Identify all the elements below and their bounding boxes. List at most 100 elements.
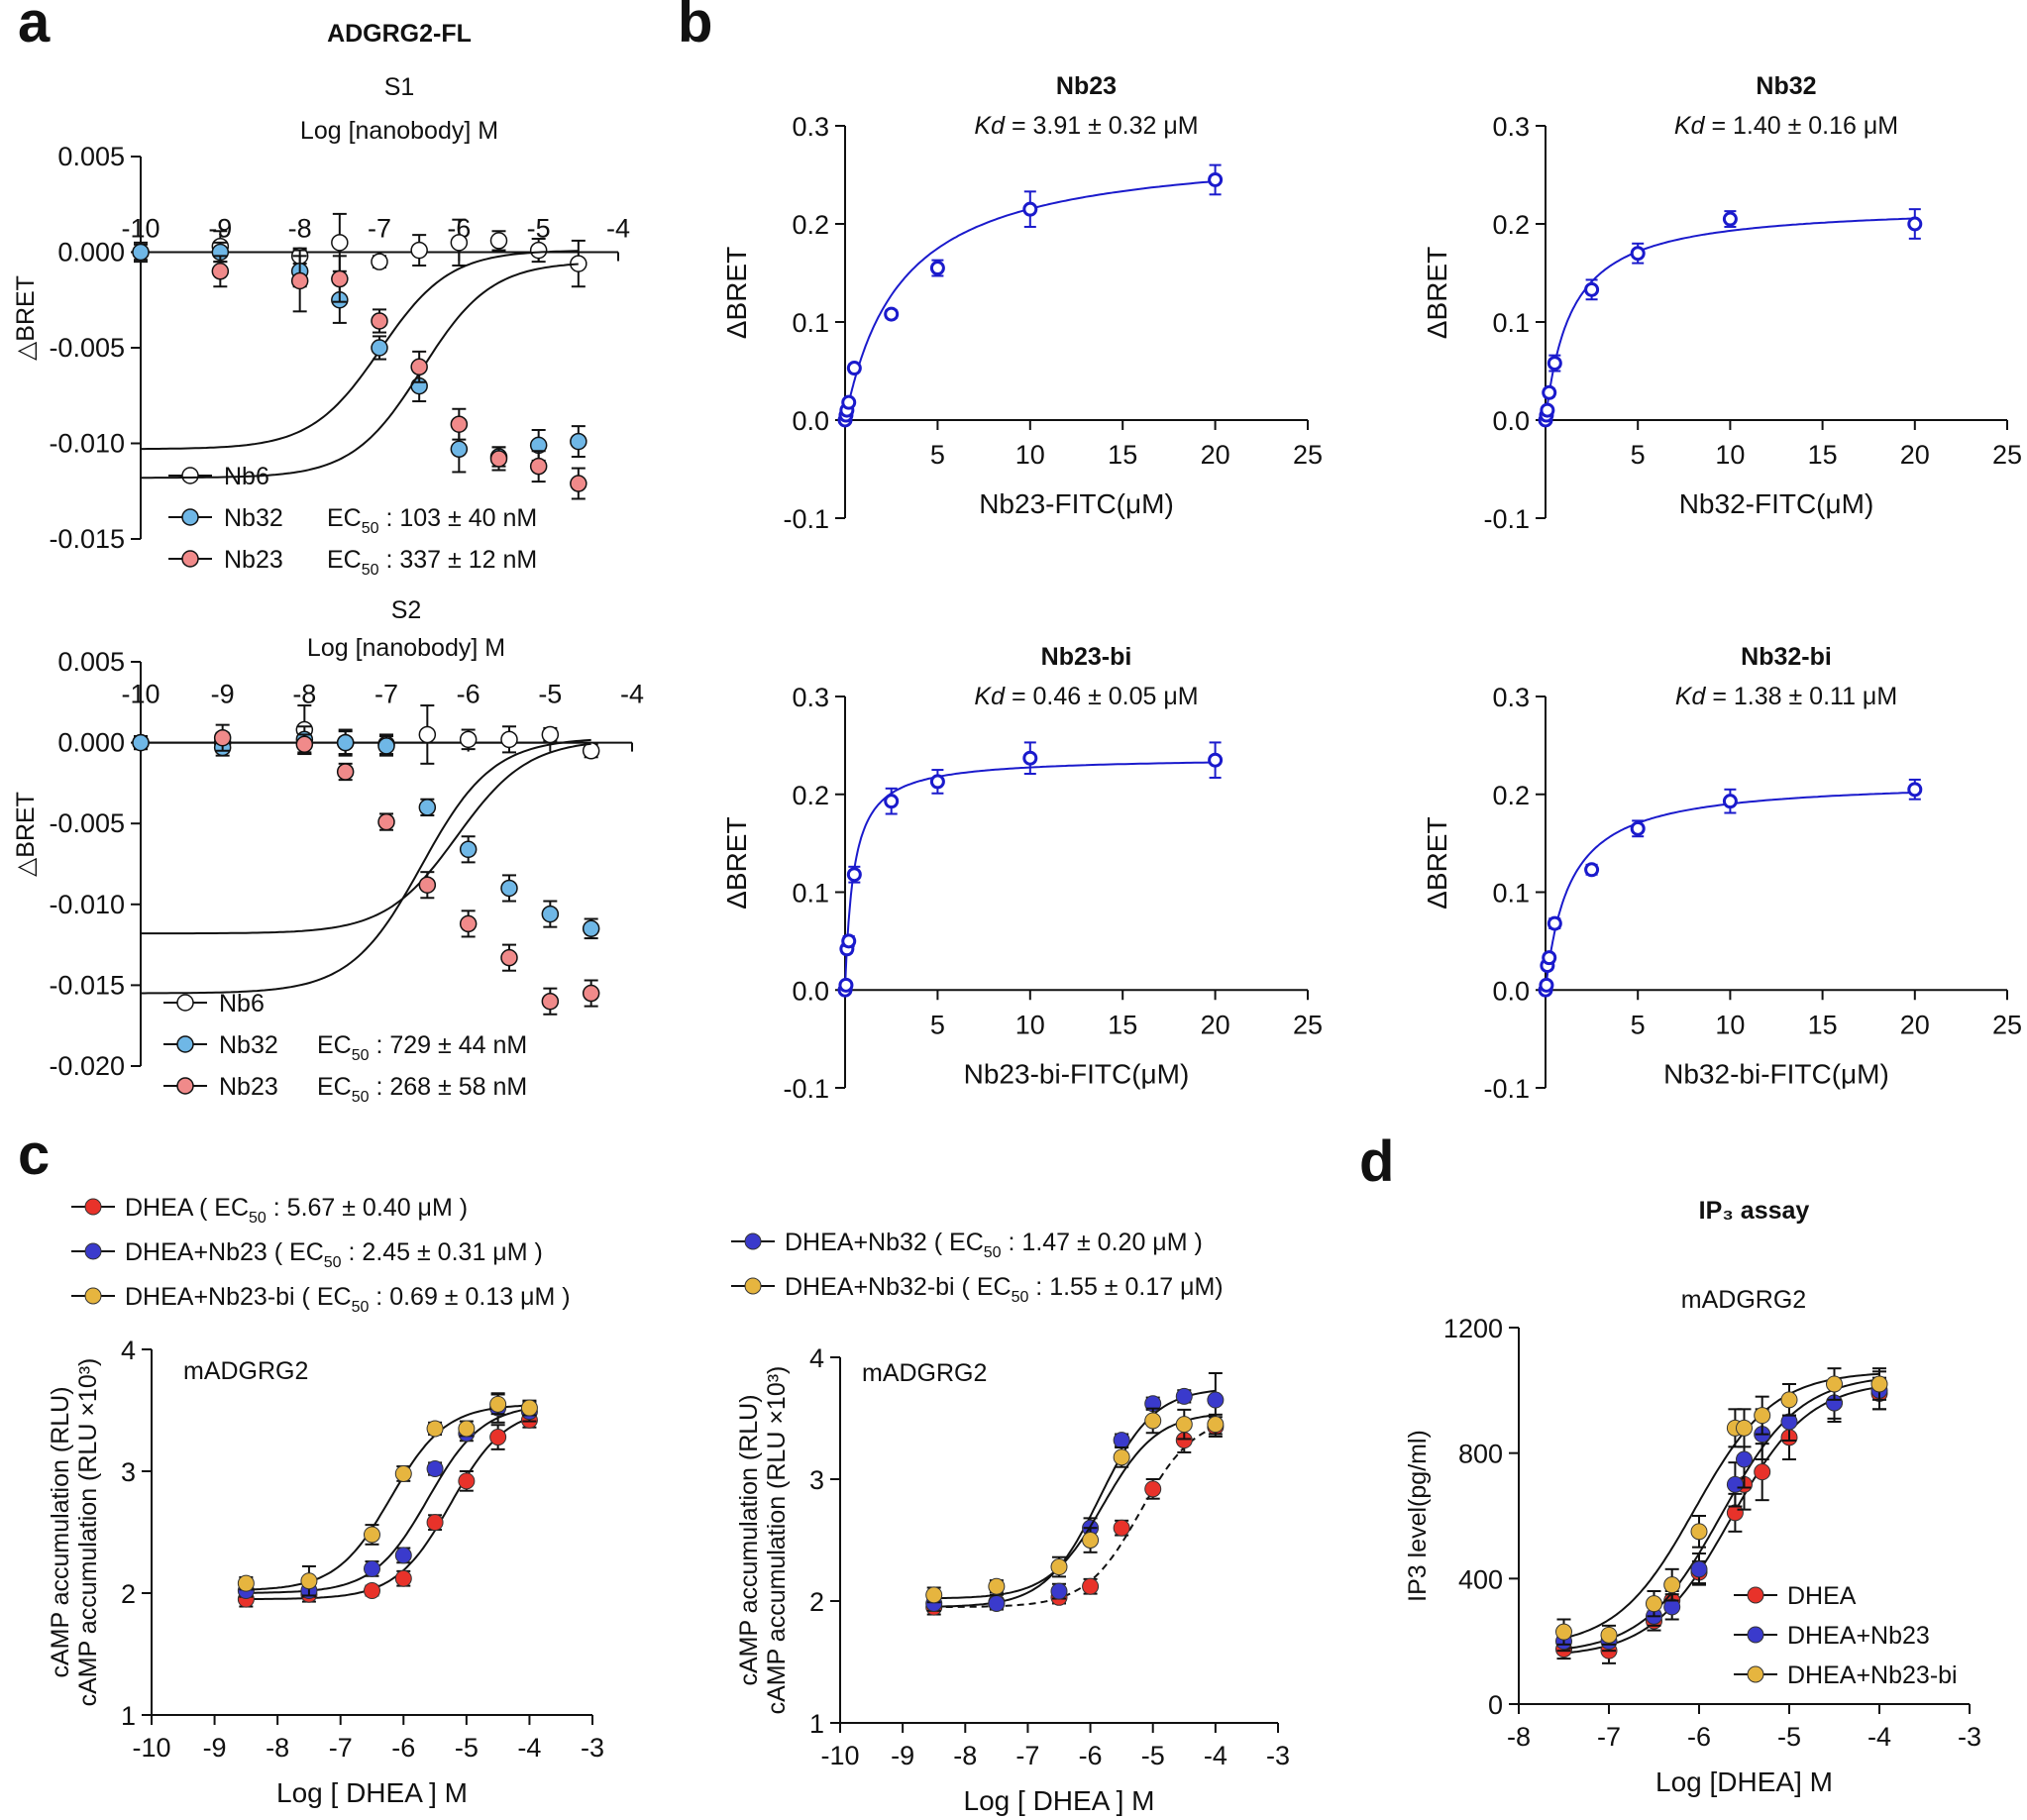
y-tick-label: 0.1 (1492, 308, 1530, 338)
data-point-dhea-nb23-bi (1870, 1375, 1888, 1393)
x-tick-label: -4 (620, 680, 644, 709)
x-tick-label: -4 (1204, 1741, 1227, 1770)
legend-marker-dhea (84, 1198, 102, 1216)
x-tick-label: -8 (953, 1741, 977, 1770)
data-point (1584, 862, 1600, 878)
data-point-dhea-nb32-bi (1050, 1558, 1068, 1576)
data-point-dhea-nb32-bi (1113, 1448, 1130, 1466)
x-tick-label: 25 (1293, 1010, 1323, 1039)
panel-a-label: a (18, 0, 51, 54)
data-point (841, 394, 857, 410)
data-point (884, 794, 900, 809)
x-tick-label: 15 (1108, 440, 1137, 470)
y-tick-label: 0.1 (792, 308, 829, 338)
kd-symbol: Kd (974, 683, 1012, 710)
data-point-dhea-nb23-bi (520, 1399, 538, 1417)
x-axis-label: Nb32-FITC(μM) (1679, 488, 1874, 519)
y-tick-label: 0.1 (792, 879, 829, 909)
legend-label: DHEA+Nb23-bi (1787, 1661, 1958, 1689)
data-point-dhea-nb23-bi (1555, 1623, 1572, 1641)
data-point-dhea-nb23-bi (1826, 1375, 1843, 1393)
data-point-nb23 (377, 812, 395, 831)
data-point-dhea-nb32 (988, 1594, 1006, 1612)
legend-label: Nb23 (224, 546, 283, 574)
y-tick-label: 3 (809, 1465, 824, 1495)
x-tick-label: -7 (329, 1733, 353, 1763)
kd-value: = 0.46 ± 0.05 μM (1012, 683, 1199, 710)
fit-curve-dhea (246, 1417, 530, 1600)
data-point-nb23 (459, 914, 478, 933)
inset-label: mADGRG2 (183, 1357, 308, 1385)
y-tick-label: -0.1 (1483, 1074, 1530, 1104)
legend-label: Nb23 (219, 1073, 278, 1101)
chart-b4: Nb32-bi Kd = 1.38 ± 0.11 μM 0.3 0.2 0.1 0.0 -0… (1422, 643, 2022, 1104)
data-point (1630, 820, 1646, 836)
data-point-nb23 (418, 876, 437, 894)
data-point (846, 361, 862, 376)
kd-value: = 3.91 ± 0.32 μM (1012, 112, 1199, 140)
y-tick-label: 0.3 (1492, 683, 1530, 712)
kd-label: Kd = 0.46 ± 0.05 μM (974, 683, 1198, 710)
ec50-label-nb23: EC50 : 337 ± 12 nM (327, 546, 537, 579)
x-tick-label: -6 (457, 680, 480, 709)
data-point (1022, 201, 1038, 217)
data-point-dhea-nb32 (1050, 1582, 1068, 1600)
kd-label: Kd = 3.91 ± 0.32 μM (974, 112, 1198, 140)
legend-marker-dhea-nb32-bi (744, 1277, 762, 1295)
fit-curve-dhea-nb23-bi (246, 1404, 530, 1591)
x-tick-label: -4 (1867, 1722, 1891, 1752)
x-tick-label: 15 (1808, 1010, 1838, 1039)
y-axis-label: ΔBRET (1422, 816, 1452, 909)
data-point-nb23 (541, 992, 560, 1011)
x-axis-label: Log [nanobody] M (307, 634, 505, 662)
legend-marker-nb6 (176, 994, 194, 1012)
legend-label: Nb6 (219, 990, 265, 1017)
chart-b1: Nb23 Kd = 3.91 ± 0.32 μM 0.3 0.2 0.1 0.0 -0.1 5… (721, 72, 1323, 534)
y-tick-label: 0.3 (1492, 112, 1530, 142)
y-tick-label: 800 (1458, 1440, 1503, 1469)
data-point-dhea-nb23 (1690, 1560, 1708, 1578)
x-tick-label: -7 (1015, 1741, 1039, 1770)
data-point (1907, 216, 1923, 232)
y-tick-label: 0.2 (792, 210, 829, 240)
chart-b3: Nb23-bi Kd = 0.46 ± 0.05 μM 0.3 0.2 0.1 0.0 -0… (721, 643, 1323, 1104)
legend-label: DHEA+Nb23-bi ( EC50 : 0.69 ± 0.13 μM ) (125, 1283, 571, 1316)
legend-marker-nb32 (181, 508, 199, 526)
data-point-dhea (489, 1429, 507, 1446)
legend-marker-nb23 (181, 550, 199, 568)
x-axis-label: Log [DHEA] M (1655, 1766, 1833, 1797)
y-tick-label: -0.1 (783, 1074, 829, 1104)
x-tick-label: -3 (1958, 1722, 1981, 1752)
data-point-nb23 (331, 269, 349, 288)
data-point-nb32 (459, 840, 478, 859)
kd-symbol: Kd (974, 112, 1012, 140)
data-point (1542, 950, 1557, 966)
y-tick-label: 0.3 (792, 683, 829, 712)
data-point-nb6 (410, 241, 428, 260)
data-point-nb6 (541, 725, 560, 744)
data-point-nb6 (489, 232, 508, 250)
chart-subtitle: S1 (384, 73, 415, 101)
data-point-dhea-nb23 (426, 1460, 444, 1478)
legend-marker-dhea-nb23 (84, 1242, 102, 1260)
x-tick-label: 15 (1108, 1010, 1137, 1039)
y-tick-label: 0.2 (1492, 781, 1530, 810)
x-tick-label: -3 (581, 1733, 604, 1763)
data-point-nb32 (582, 919, 600, 938)
ec50-label-nb32: EC50 : 103 ± 40 nM (327, 504, 537, 537)
legend-label: DHEA (1787, 1582, 1857, 1610)
data-point-dhea-nb23-bi (1663, 1576, 1681, 1594)
data-point-dhea-nb23-bi (1780, 1391, 1798, 1409)
inset-label: mADGRG2 (1681, 1286, 1806, 1314)
data-point-nb32 (541, 905, 560, 923)
x-tick-label: 25 (1992, 1010, 2022, 1039)
fit-curve (844, 761, 1216, 991)
data-point (929, 774, 945, 790)
data-point (1208, 752, 1224, 768)
ec50-label-nb23: EC50 : 268 ± 58 nM (317, 1073, 527, 1106)
kd-value: = 1.40 ± 0.16 μM (1711, 112, 1898, 140)
data-point-nb6 (450, 234, 469, 252)
x-tick-label: 20 (1201, 440, 1230, 470)
data-point-nb6 (529, 241, 548, 260)
